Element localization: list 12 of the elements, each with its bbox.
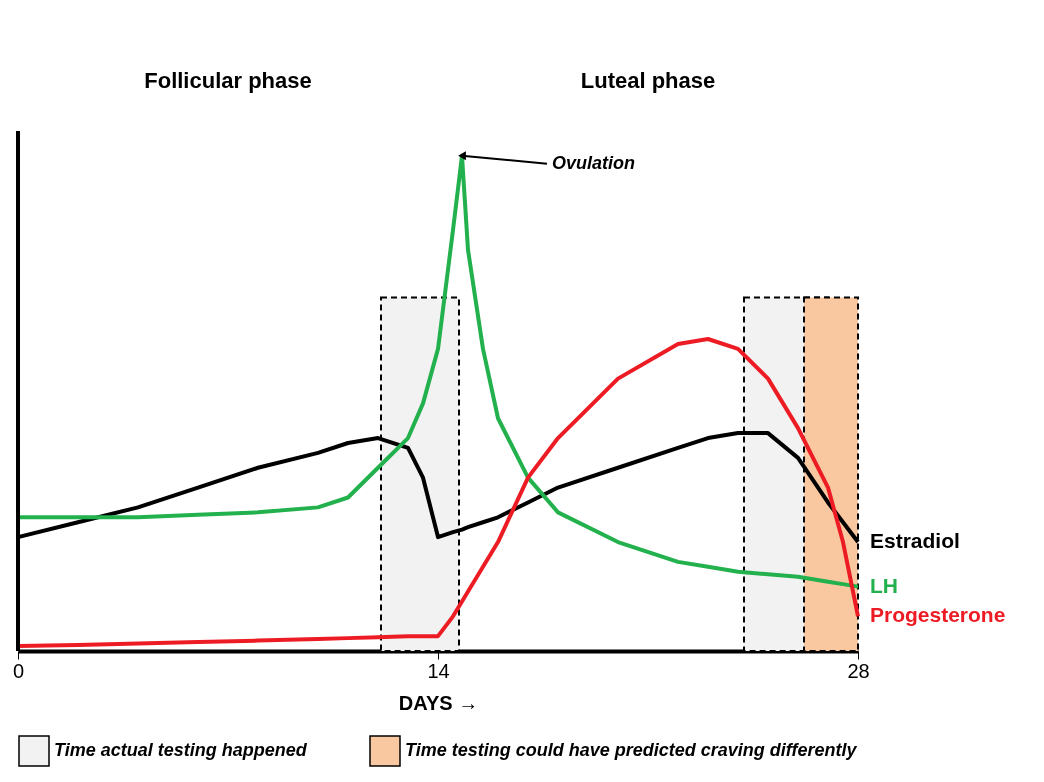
- x-tick-label: 14: [427, 659, 450, 682]
- x-axis-title: DAYS →: [398, 691, 479, 714]
- series-label: LH: [870, 573, 898, 597]
- series-label: Estradiol: [870, 529, 960, 553]
- x-tick-label: 28: [847, 659, 870, 682]
- legend-label: Time testing could have predicted craving differently: [405, 740, 858, 760]
- x-tick-label: 0: [12, 659, 25, 682]
- series-label: Progesterone: [870, 603, 1006, 627]
- text: Follicular phase: [144, 68, 312, 93]
- text: Luteal phase: [580, 68, 716, 93]
- annotation: Ovulation: [552, 152, 636, 173]
- legend-label: Time actual testing happened: [54, 740, 308, 760]
